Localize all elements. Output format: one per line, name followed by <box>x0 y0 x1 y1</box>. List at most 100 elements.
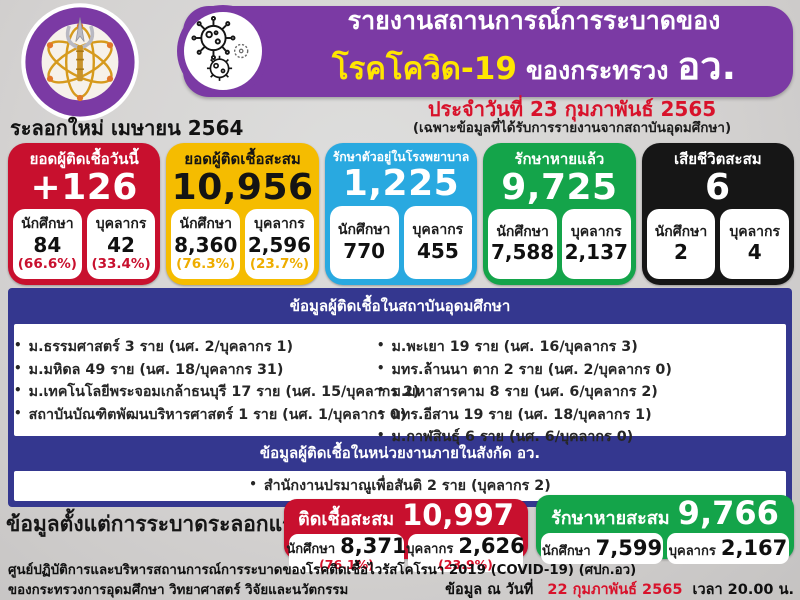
staff-value: 2,626 <box>458 534 525 558</box>
students-subbox: นักศึกษา 2 <box>646 209 716 279</box>
students-pct: (66.6%) <box>17 255 77 272</box>
data-as-of: ข้อมูล ณ วันที่ 22 กุมภาพันธ์ 2565 เวลา … <box>445 578 794 600</box>
list-item: ม.กาฬสินธุ์ 6 ราย (นศ. 6/บุคลากร 0) <box>377 426 786 449</box>
since-first-wave-label: ข้อมูลตั้งแต่การระบาดระลอกแรก <box>6 512 307 536</box>
title-banner: รายงานสถานการณ์การระบาดของ โรคโควิด-19 ข… <box>177 5 793 97</box>
agency-list: สำนักงานปรมาณูเพื่อสันติ 2 ราย (บุคลากร … <box>249 475 551 498</box>
infected-value: 10,997 <box>402 498 514 532</box>
ministry-abbrev: อว. <box>677 44 737 89</box>
footer-org-lines: ศูนย์ปฏิบัติการและบริหารสถานการณ์การระบา… <box>8 561 636 600</box>
list-item: สถาบันบัณฑิตพัฒนบริหารศาสตร์ 1 ราย (นศ. … <box>14 404 407 427</box>
disease-name: โรคโควิด-19 <box>331 51 517 88</box>
ministry-of-text: ของกระทรวง <box>525 56 669 86</box>
card-value: +126 <box>30 166 138 208</box>
recovered-value: 9,766 <box>677 494 779 532</box>
virus-icon <box>191 15 249 81</box>
ministry-logo-icon <box>21 3 139 121</box>
students-value: 7,588 <box>490 240 555 265</box>
report-title-line2: โรคโควิด-19 ของกระทรวง อว. <box>332 35 736 96</box>
students-label: นักศึกษา <box>654 223 708 240</box>
list-item: ม.พะเยา 19 ราย (นศ. 16/บุคลากร 3) <box>377 336 786 359</box>
staff-label: บุคลากร <box>95 215 147 232</box>
students-label: นักศึกษา <box>496 223 549 240</box>
students-subbox: นักศึกษา 8,371 (76.1%) <box>286 534 407 573</box>
staff-pct: (33.4%) <box>91 255 151 272</box>
staff-pct: (23.9%) <box>438 557 493 572</box>
list-item: ม.มหิดล 49 ราย (นศ. 18/บุคลากร 31) <box>14 359 377 382</box>
report-date-note: (เฉพาะข้อมูลที่ได้รับการรายงานจากสถาบันอ… <box>412 120 732 136</box>
students-label: นักศึกษา <box>21 215 74 232</box>
asof-suffix: เวลา 20.00 น. <box>692 582 794 598</box>
students-value: 84 <box>33 232 62 257</box>
detail-panel: ข้อมูลผู้ติดเชื้อในสถาบันอุดมศึกษา ม.ธรร… <box>8 288 792 507</box>
staff-subbox: บุคลากร 2,596 (23.7%) <box>245 209 314 279</box>
cumulative-recovered-box: รักษาหายสะสม 9,766 นักศึกษา 7,599 บุคลาก… <box>536 494 794 564</box>
staff-value: 2,596 <box>247 232 312 257</box>
stat-cards-row: ยอดผู้ติดเชื้อวันนี้ +126 นักศึกษา 84 (6… <box>8 143 795 285</box>
students-label: นักศึกษา <box>541 544 591 559</box>
asof-date: 22 กุมภาพันธ์ 2565 <box>547 582 683 598</box>
list-item: มทร.ล้านนา ตาก 2 ราย (นศ. 2/บุคลากร 0) <box>377 359 786 382</box>
report-date-block: ประจำวันที่ 23 กุมภาพันธ์ 2565 (เฉพาะข้อ… <box>352 98 792 137</box>
students-label: นักศึกษา <box>179 215 233 232</box>
staff-subbox: บุคลากร 2,626 (23.9%) <box>406 534 525 573</box>
staff-label: บุคลากร <box>412 222 464 238</box>
list-item: สำนักงานปรมาณูเพื่อสันติ 2 ราย (บุคลากร … <box>249 475 551 498</box>
card-value: 9,725 <box>501 166 618 208</box>
staff-value: 42 <box>107 232 135 257</box>
infected-title: ติดเชื้อสะสม <box>298 509 395 530</box>
students-value: 7,599 <box>595 536 663 560</box>
report-title-line1: รายงานสถานการณ์การระบาดของ <box>347 5 721 35</box>
students-subbox: นักศึกษา 84 (66.6%) <box>13 209 82 279</box>
card-hospitalized: รักษาตัวอยู่ในโรงพยาบาล 1,225 นักศึกษา 7… <box>324 143 478 285</box>
students-label: นักศึกษา <box>337 222 391 238</box>
list-item: ม.เทคโนโลยีพระจอมเกล้าธนบุรี 17 ราย (นศ.… <box>14 381 420 404</box>
students-value: 770 <box>343 238 386 263</box>
staff-label: บุคลากร <box>729 223 781 240</box>
virus-badge <box>177 5 269 97</box>
staff-subbox: บุคลากร 2,137 <box>561 209 631 279</box>
staff-value: 455 <box>416 238 459 263</box>
staff-label: บุคลากร <box>254 215 305 232</box>
students-subbox: นักศึกษา 8,360 (76.3%) <box>171 209 241 279</box>
report-date: ประจำวันที่ 23 กุมภาพันธ์ 2565 <box>427 97 717 121</box>
agency-cases-header: ข้อมูลผู้ติดเชื้อในหน่วยงานภายในสังกัด อ… <box>259 444 541 462</box>
footer-line2: ของกระทรวงการอุดมศึกษา วิทยาศาสตร์ วิจัย… <box>8 582 349 598</box>
card-cumulative-cases: ยอดผู้ติดเชื้อสะสม 10,956 นักศึกษา 8,360… <box>166 143 319 285</box>
students-subbox: นักศึกษา 7,588 <box>488 209 557 279</box>
university-list-right: ม.พะเยา 19 ราย (นศ. 16/บุคลากร 3) มทร.ล้… <box>377 336 786 445</box>
students-label: นักศึกษา <box>286 542 336 557</box>
students-pct: (76.3%) <box>176 255 236 272</box>
agency-cases-list: สำนักงานปรมาณูเพื่อสันติ 2 ราย (บุคลากร … <box>14 471 786 501</box>
students-value: 8,360 <box>174 232 238 257</box>
card-new-cases-today: ยอดผู้ติดเชื้อวันนี้ +126 นักศึกษา 84 (6… <box>8 143 161 285</box>
university-list-left: ม.ธรรมศาสตร์ 3 ราย (นศ. 2/บุคลากร 1) ม.ม… <box>14 336 420 436</box>
staff-pct: (23.7%) <box>249 255 310 272</box>
staff-subbox: บุคลากร 455 <box>403 205 473 279</box>
students-subbox: นักศึกษา 770 <box>329 205 399 279</box>
card-title: เสียชีวิตสะสม <box>673 150 762 168</box>
staff-value: 4 <box>747 240 762 265</box>
recovered-title: รักษาหายสะสม <box>551 508 670 529</box>
staff-label: บุคลากร <box>668 544 716 559</box>
footer-line1: ศูนย์ปฏิบัติการและบริหารสถานการณ์การระบา… <box>8 563 637 578</box>
university-cases-header: ข้อมูลผู้ติดเชื้อในสถาบันอุดมศึกษา <box>289 297 511 315</box>
card-title: ยอดผู้ติดเชื้อวันนี้ <box>29 150 139 168</box>
wave-label: ระลอกใหม่ เมษายน 2564 <box>10 116 244 140</box>
cumulative-infected-box: ติดเชื้อสะสม 10,997 นักศึกษา 8,371 (76.1… <box>284 498 528 573</box>
staff-label: บุคลากร <box>570 223 622 240</box>
card-title: รักษาตัวอยู่ในโรงพยาบาล <box>332 150 470 164</box>
students-pct: (76.1%) <box>319 557 374 572</box>
staff-subbox: บุคลากร 4 <box>720 209 790 279</box>
list-item: ม.มหาสารคาม 8 ราย (นศ. 6/บุคลากร 2) <box>377 381 786 404</box>
card-value: 1,225 <box>342 163 460 205</box>
asof-prefix: ข้อมูล ณ วันที่ <box>445 582 534 598</box>
card-value: 10,956 <box>171 166 314 208</box>
card-deaths: เสียชีวิตสะสม 6 นักศึกษา 2 บุคลากร 4 <box>641 143 795 285</box>
staff-value: 2,137 <box>564 240 628 265</box>
staff-subbox: บุคลากร 42 (33.4%) <box>86 209 156 279</box>
staff-subbox: บุคลากร 2,167 <box>667 533 789 564</box>
card-value: 6 <box>705 166 731 208</box>
students-subbox: นักศึกษา 7,599 <box>541 533 663 564</box>
